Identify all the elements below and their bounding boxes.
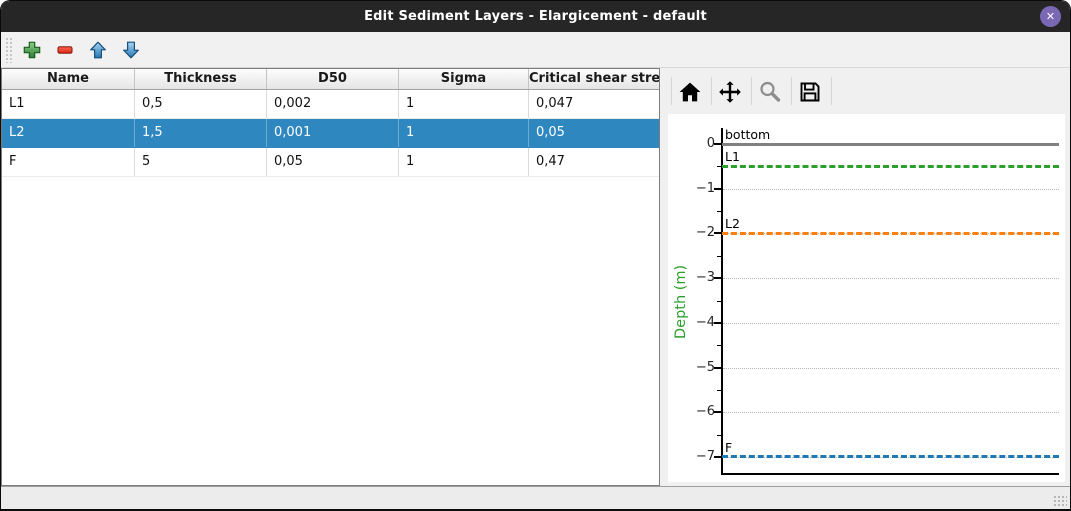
add-layer-button[interactable] [22,40,42,60]
arrow-up-icon [90,41,106,59]
table-cell[interactable]: 0,05 [267,148,399,176]
remove-layer-button[interactable] [55,40,75,60]
layer-label-bottom: bottom [725,127,771,143]
y-tick-label: −1 [695,180,715,196]
table-cell[interactable]: 0,5 [135,90,267,118]
plus-icon [23,41,41,59]
table-row[interactable]: L2 1,5 0,001 1 0,05 [2,119,659,148]
plot-save-button[interactable] [796,78,824,106]
y-tick-label: −5 [695,359,715,375]
layer-label-L2: L2 [725,216,740,232]
y-tick [714,143,721,146]
y-minor-tick [717,255,721,257]
magnifier-icon [760,81,781,102]
y-minor-tick [717,211,721,213]
layer-line-bottom [722,142,1059,146]
y-minor-tick [717,300,721,302]
gridline [723,278,1059,280]
arrow-down-icon [123,41,139,59]
layer-line-F [722,455,1059,459]
column-header[interactable]: Sigma [399,69,529,89]
y-minor-tick [717,345,721,347]
move-down-button[interactable] [121,40,141,60]
table-cell[interactable]: 0,001 [267,119,399,147]
table-cell[interactable]: 1 [399,90,529,118]
table-cell[interactable]: 0,47 [536,154,565,169]
table-cell[interactable]: 5 [135,148,267,176]
save-icon [800,82,820,102]
table-cell[interactable]: F [2,148,135,176]
titlebar[interactable]: Edit Sediment Layers - Elargicement - de… [1,1,1070,32]
table-cell[interactable]: 0,05 [536,125,565,140]
toolbar-separator [751,77,752,105]
pan-icon [719,81,741,103]
toolbar-separator [671,77,672,105]
y-tick [714,321,721,324]
close-button[interactable]: ✕ [1040,6,1061,27]
home-icon [679,82,701,102]
y-minor-tick [717,434,721,436]
y-axis-spine [721,128,723,473]
table-cell[interactable]: L2 [2,119,135,147]
gridline [723,412,1059,414]
depth-plot-panel: Depth (m) 0 −1 −2 −3 −4 −5 −6 −7 bottom L1 L2 F [660,68,1070,486]
table-body: L1 0,5 0,002 1 0,047 L2 1,5 0,001 1 0,05 F 5 0,05 1 0,… [2,90,659,177]
plot-zoom-button[interactable] [756,78,784,106]
gridline [723,188,1059,190]
minus-icon [57,46,73,54]
y-tick [714,411,721,414]
toolbar-separator [831,77,832,105]
table-row[interactable]: L1 0,5 0,002 1 0,047 [2,90,659,119]
layer-line-L1 [722,164,1059,168]
table-row[interactable]: F 5 0,05 1 0,47 [2,148,659,177]
y-minor-tick [717,389,721,391]
y-tick [714,232,721,235]
y-tick [714,187,721,190]
plot-home-button[interactable] [676,78,704,106]
table-cell[interactable]: 1 [399,119,529,147]
table-cell[interactable]: 0,002 [267,90,399,118]
column-header[interactable]: Name [2,69,135,89]
layer-label-F: F [725,439,733,455]
plot-pan-button[interactable] [716,78,744,106]
table-cell[interactable]: 1 [399,148,529,176]
resize-grip[interactable] [1053,495,1067,507]
layer-label-L1: L1 [725,149,740,165]
y-tick-label: −4 [695,314,715,330]
table-cell[interactable]: 0,047 [536,96,574,111]
table-cell[interactable]: 1,5 [135,119,267,147]
y-tick-label: −7 [695,448,715,464]
y-tick [714,277,721,280]
toolbar-separator [791,77,792,105]
depth-figure[interactable]: Depth (m) 0 −1 −2 −3 −4 −5 −6 −7 bottom L1 L2 F [668,114,1065,482]
status-bar [1,486,1070,509]
y-tick [714,366,721,369]
toolbar-drag-handle[interactable] [5,37,14,63]
table-cell[interactable]: L1 [2,90,135,118]
y-tick-label: −6 [695,404,715,420]
plot-toolbar [660,72,1070,108]
gridline [723,322,1059,324]
column-header[interactable]: D50 [267,69,399,89]
y-tick-label: 0 [706,136,715,152]
y-minor-tick [717,166,721,168]
y-tick-label: −3 [695,270,715,286]
y-tick [714,455,721,458]
x-axis-spine [721,473,1059,475]
layer-line-L2 [722,231,1059,235]
gridline [723,367,1059,369]
window-title: Edit Sediment Layers - Elargicement - de… [364,9,707,24]
column-header[interactable]: Thickness [135,69,267,89]
y-tick-label: −2 [695,225,715,241]
layers-toolbar [1,32,1070,68]
toolbar-separator [711,77,712,105]
column-header[interactable]: Critical shear stress [529,71,659,86]
move-up-button[interactable] [88,40,108,60]
